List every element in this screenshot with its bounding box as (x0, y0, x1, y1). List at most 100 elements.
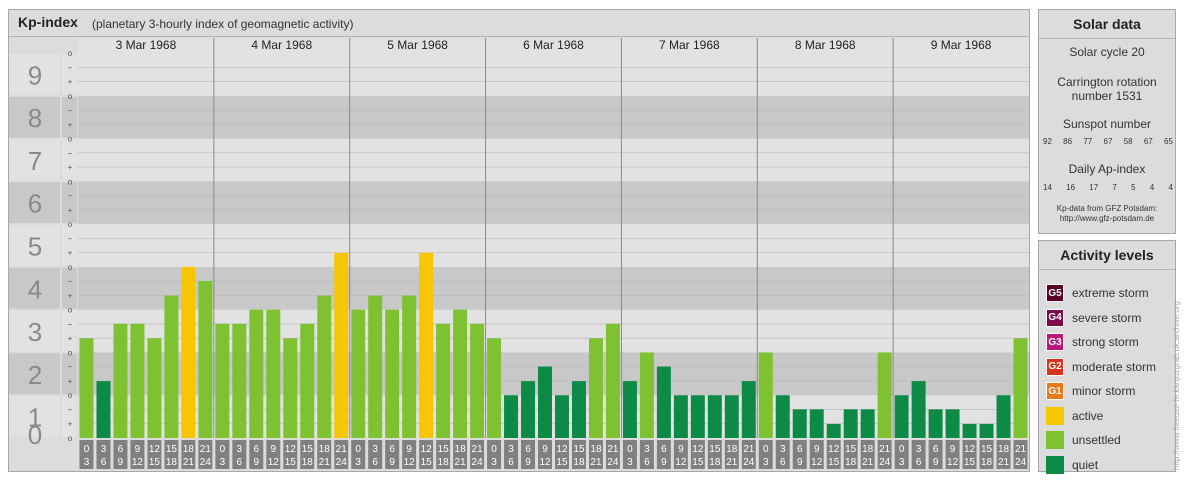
minor-tick-label: + (68, 249, 73, 258)
interval-box-34 (656, 440, 671, 469)
interval-box-3 (130, 440, 145, 469)
interval-end-label: 12 (947, 457, 959, 468)
interval-start-label: 15 (302, 444, 314, 455)
ap-value-2: 17 (1089, 183, 1099, 192)
interval-end-label: 18 (166, 457, 178, 468)
interval-box-25 (504, 440, 519, 469)
kp-bar-31 (605, 323, 620, 438)
kp-bar-45 (843, 409, 858, 438)
interval-box-23 (470, 440, 485, 469)
interval-end-label: 6 (237, 457, 243, 468)
carrington-line-2: number 1531 (1071, 89, 1143, 103)
y-tick-label-6: 6 (28, 189, 42, 219)
interval-end-label: 3 (763, 457, 769, 468)
kp-bar-29 (571, 381, 586, 438)
minor-band-6 (62, 139, 77, 181)
carrington-line-1: Carrington rotation (1057, 75, 1157, 89)
y-band-7 (9, 96, 60, 138)
source-line-2: http://www.gfz-potsdam.de (1059, 214, 1155, 223)
kp-bar-34 (656, 366, 671, 438)
interval-start-label: 9 (135, 444, 141, 455)
interval-start-label: 18 (862, 444, 874, 455)
interval-end-label: 6 (508, 457, 514, 468)
credit-text: http://www.freeuse-fe.kanjuzgrab.uk.arch… (1172, 301, 1181, 470)
interval-start-label: 9 (542, 444, 548, 455)
day-label-0: 3 Mar 1968 (116, 38, 177, 52)
ap-value-4: 5 (1131, 183, 1136, 192)
activity-level-severe-storm: G4 severe storm (1046, 308, 1141, 327)
level-label: minor storm (1072, 384, 1136, 398)
kp-bar-25 (504, 395, 519, 438)
day-label-2: 5 Mar 1968 (387, 38, 448, 52)
kp-bar-17 (368, 295, 383, 438)
interval-start-label: 0 (491, 444, 497, 455)
interval-start-label: 6 (797, 444, 803, 455)
interval-end-label: 15 (964, 457, 976, 468)
kp-bar-4 (147, 338, 162, 438)
interval-start-label: 21 (1015, 444, 1027, 455)
interval-end-label: 18 (438, 457, 450, 468)
kp-bar-3 (130, 323, 145, 438)
kp-bar-48 (894, 395, 909, 438)
level-label: quiet (1072, 457, 1099, 472)
interval-start-label: 21 (200, 444, 212, 455)
interval-box-6 (181, 440, 196, 469)
interval-box-55 (1013, 440, 1028, 469)
interval-start-label: 12 (964, 444, 976, 455)
minor-tick-label: − (68, 63, 73, 72)
sunspot-value-4: 58 (1123, 137, 1133, 146)
solar-data-box: Solar data Solar cycle 20 Carrington rot… (1038, 9, 1176, 234)
interval-start-label: 0 (84, 444, 90, 455)
interval-start-label: 21 (336, 444, 348, 455)
interval-box-40 (758, 440, 773, 469)
kp-bar-30 (588, 338, 603, 438)
interval-start-label: 18 (726, 444, 738, 455)
minor-tick-label: + (68, 334, 73, 343)
interval-end-label: 3 (220, 457, 226, 468)
minor-tick-label: − (68, 405, 73, 414)
kp-bar-0 (79, 338, 94, 438)
interval-box-46 (860, 440, 875, 469)
kp-bar-28 (555, 395, 569, 438)
interval-start-label: 15 (981, 444, 993, 455)
interval-end-label: 21 (590, 457, 602, 468)
y-tick-label-7: 7 (28, 146, 42, 176)
ap-value-3: 7 (1112, 183, 1117, 192)
kp-bar-2 (113, 323, 128, 438)
interval-box-15 (334, 440, 349, 469)
kp-bar-15 (334, 252, 349, 438)
interval-box-24 (487, 440, 502, 469)
solar-data-heading: Solar data (1039, 10, 1175, 39)
interval-end-label: 18 (981, 457, 993, 468)
interval-end-label: 6 (644, 457, 650, 468)
interval-box-17 (368, 440, 383, 469)
interval-end-label: 24 (743, 457, 755, 468)
minor-band-2 (62, 310, 77, 352)
ap-value-0: 14 (1043, 183, 1052, 192)
interval-end-label: 15 (285, 457, 297, 468)
minor-tick-label: o (68, 177, 73, 186)
kp-bar-27 (538, 366, 552, 438)
minor-tick-label: o (68, 263, 73, 272)
interval-box-51 (945, 440, 960, 469)
kp-bar-16 (351, 309, 366, 438)
minor-tick-label: o (68, 391, 73, 400)
interval-box-5 (164, 440, 179, 469)
interval-end-label: 9 (118, 457, 124, 468)
kp-bar-23 (470, 323, 485, 438)
kp-bar-18 (385, 309, 400, 438)
interval-end-label: 18 (845, 457, 857, 468)
band-4 (78, 224, 1029, 267)
interval-start-label: 0 (355, 444, 361, 455)
interval-end-label: 15 (828, 457, 840, 468)
interval-end-label: 21 (862, 457, 874, 468)
interval-start-label: 0 (899, 444, 905, 455)
level-swatch: G3 (1046, 333, 1064, 351)
interval-box-18 (385, 440, 400, 469)
kp-bar-46 (860, 409, 875, 438)
interval-start-label: 9 (950, 444, 956, 455)
day-label-4: 7 Mar 1968 (659, 38, 720, 52)
interval-start-label: 0 (763, 444, 769, 455)
interval-end-label: 6 (101, 457, 107, 468)
band-7 (78, 95, 1029, 139)
